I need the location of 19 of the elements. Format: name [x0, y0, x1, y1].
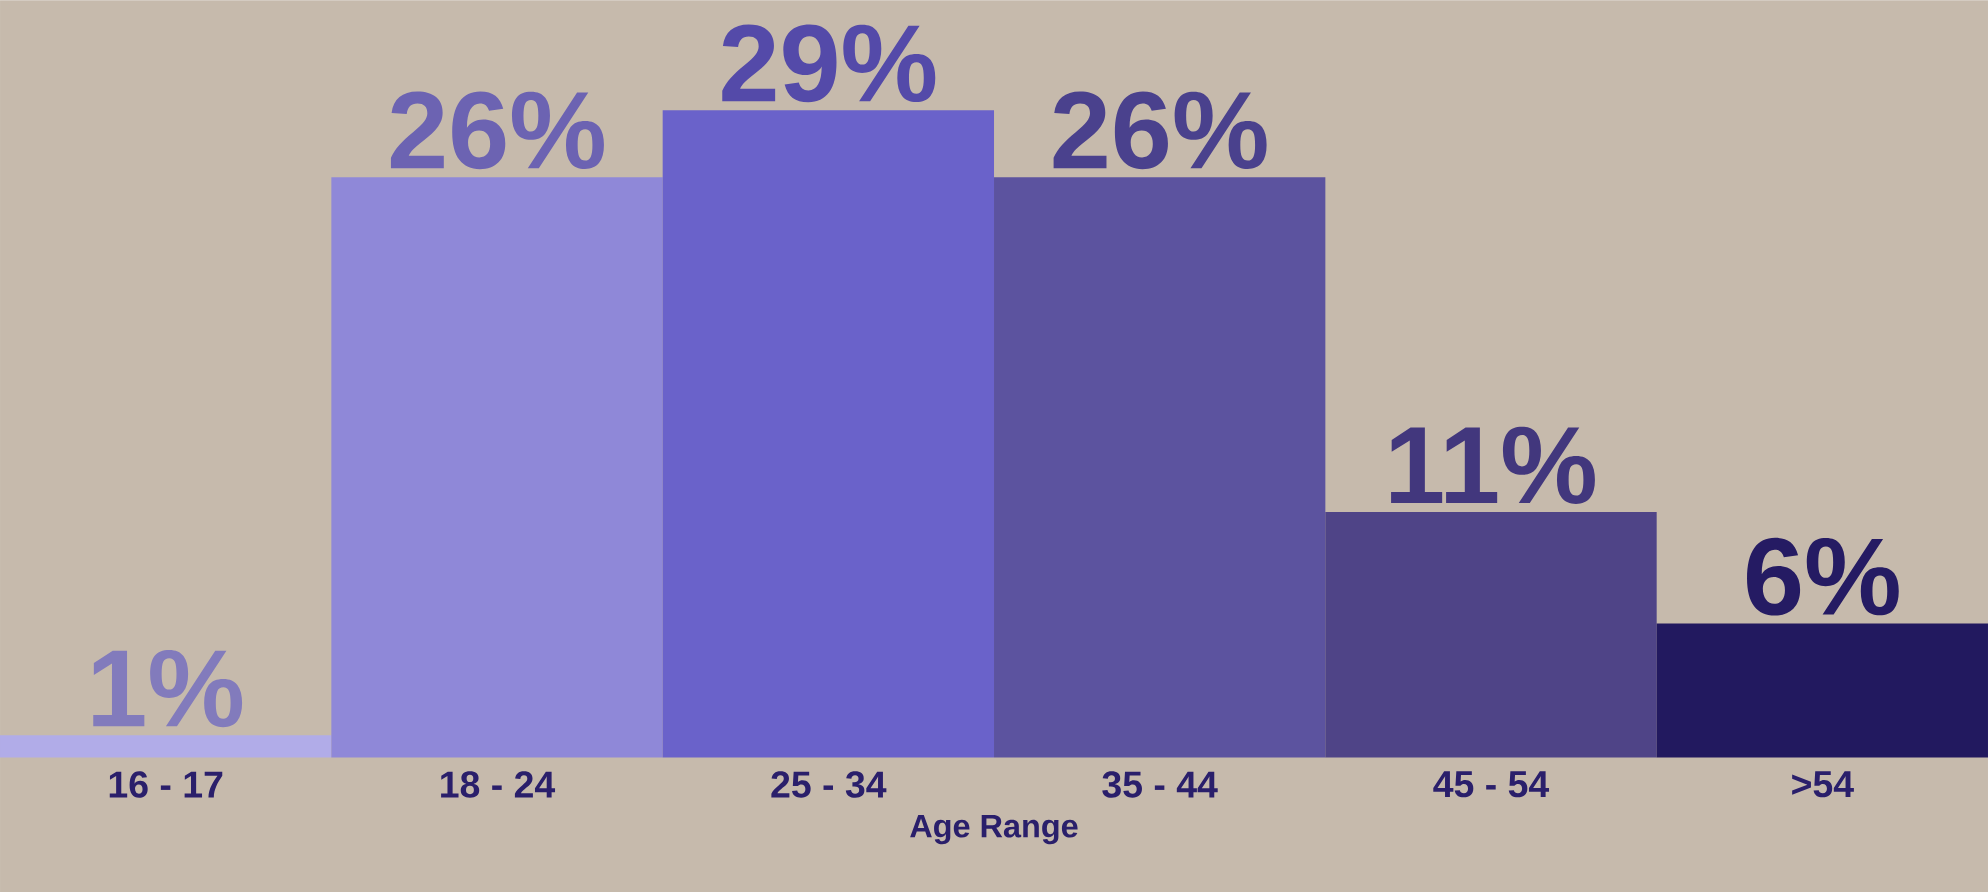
data-label: 29% [722, 24, 936, 103]
data-label: 6% [1747, 537, 1899, 616]
data-label: 11% [1391, 426, 1595, 504]
x-tick-label: >54 [1792, 771, 1854, 798]
x-tick-label: 35 - 44 [1102, 771, 1218, 798]
x-tick-label: 45 - 54 [1433, 771, 1550, 798]
x-tick-label: 25 - 34 [771, 771, 887, 798]
x-tick-label: 16 - 17 [109, 771, 223, 798]
bar [0, 734, 332, 758]
bar [331, 177, 663, 758]
data-label: 26% [390, 91, 604, 170]
bar [1325, 511, 1657, 758]
bar [662, 110, 995, 758]
data-label: 1% [93, 649, 243, 727]
x-tick-label: 18 - 24 [441, 771, 556, 798]
x-axis-title: Age Range [910, 814, 1078, 844]
data-label: 26% [1053, 91, 1267, 170]
bar [994, 177, 1326, 758]
bar [1656, 623, 1988, 758]
